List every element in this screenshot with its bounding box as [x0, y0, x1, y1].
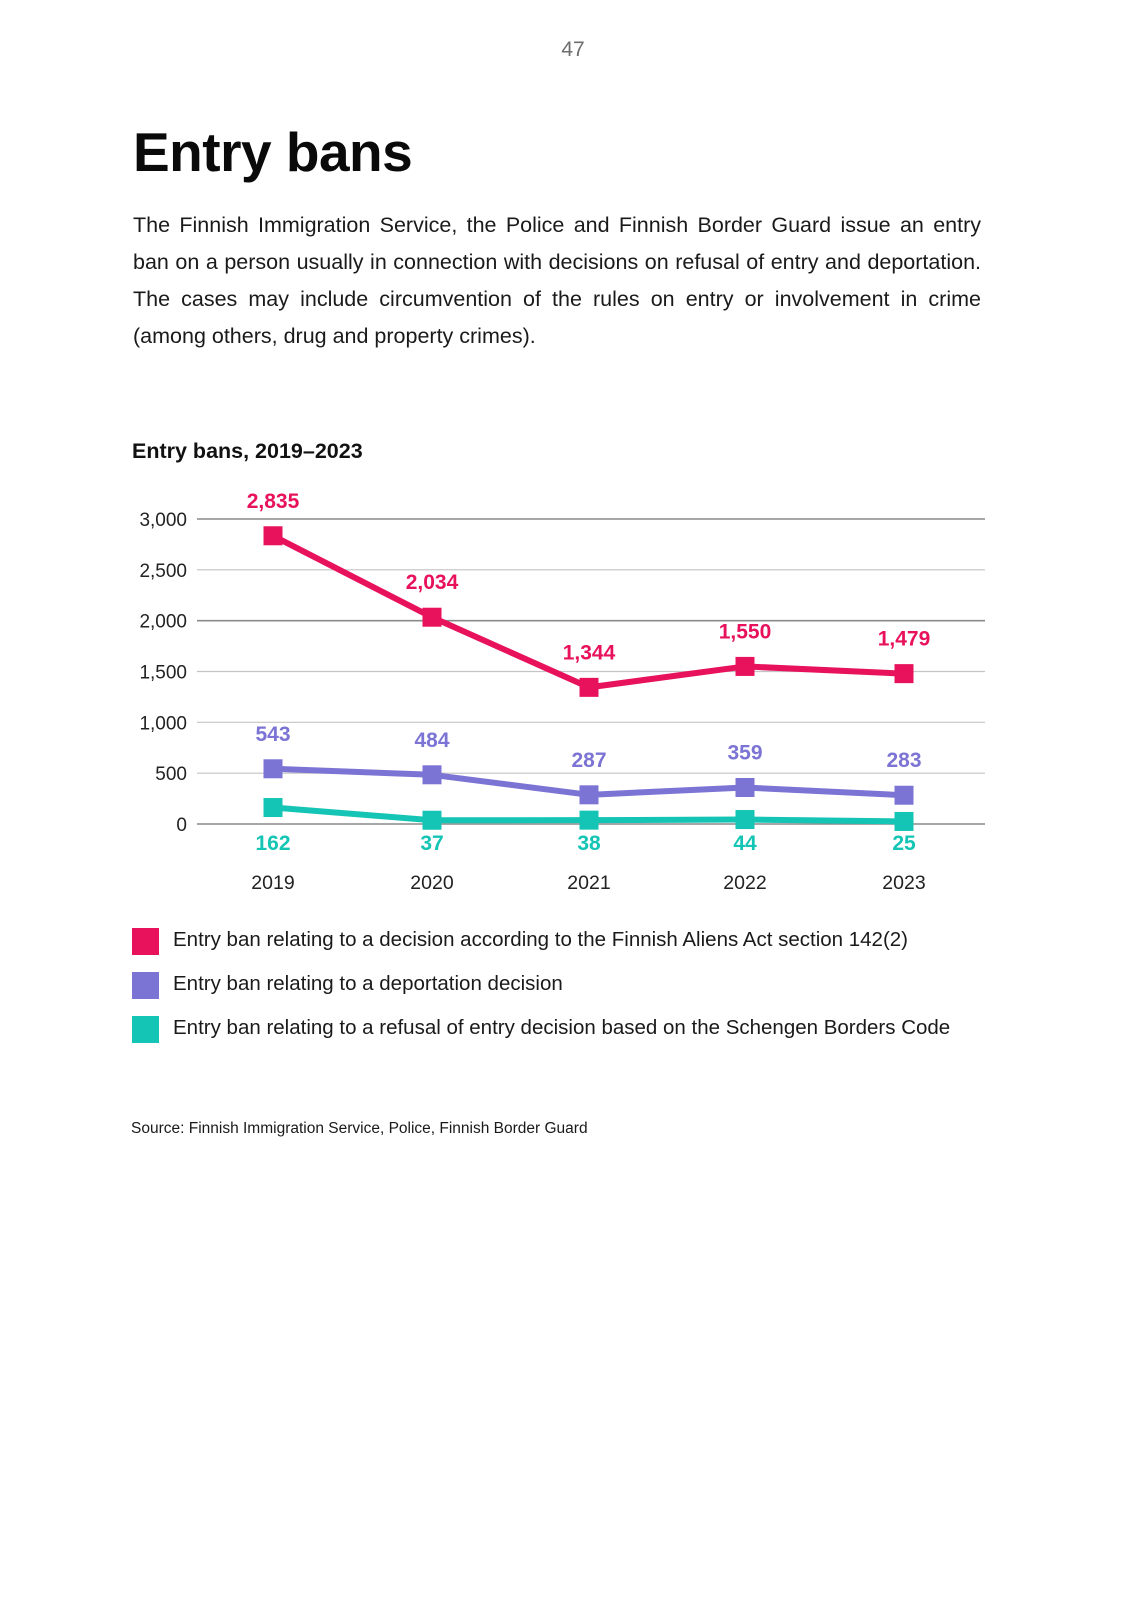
page-number: 47 — [561, 38, 585, 61]
data-point-marker — [263, 526, 283, 546]
data-point-marker — [263, 798, 283, 818]
y-tick-label: 500 — [155, 764, 187, 785]
y-tick-label: 0 — [176, 815, 187, 836]
data-label: 484 — [414, 729, 449, 752]
legend-item-deportation: Entry ban relating to a deportation deci… — [132, 969, 1012, 999]
data-point-marker — [894, 811, 914, 831]
data-point-marker — [422, 810, 442, 830]
data-label: 162 — [255, 832, 290, 855]
legend-label: Entry ban relating to a decision accordi… — [173, 928, 909, 951]
data-label: 287 — [571, 749, 606, 772]
series-line — [271, 533, 905, 691]
y-tick-label: 3,000 — [139, 510, 187, 531]
y-tick-label: 1,000 — [139, 713, 187, 734]
page-title: Entry bans — [133, 121, 413, 183]
data-point-marker — [735, 810, 755, 830]
data-label: 543 — [255, 723, 290, 746]
data-label: 25 — [892, 832, 916, 855]
data-point-marker — [263, 759, 283, 779]
data-point-marker — [579, 785, 599, 805]
data-point-marker — [579, 810, 599, 830]
legend: Entry ban relating to a decision accordi… — [132, 925, 1012, 1057]
intro-paragraph: The Finnish Immigration Service, the Pol… — [133, 213, 981, 348]
data-label: 2,835 — [247, 490, 300, 513]
legend-swatch — [132, 972, 159, 999]
x-tick-label: 2021 — [567, 872, 610, 894]
x-tick-label: 2019 — [251, 872, 294, 894]
data-label: 1,550 — [719, 620, 772, 643]
data-point-marker — [894, 664, 914, 684]
legend-item-aliens-act: Entry ban relating to a decision accordi… — [132, 925, 1012, 955]
data-point-marker — [422, 607, 442, 627]
x-tick-label: 2022 — [723, 872, 766, 894]
data-label: 283 — [886, 749, 921, 772]
data-label: 1,344 — [563, 641, 616, 664]
y-tick-label: 2,000 — [139, 612, 187, 633]
data-label: 37 — [420, 832, 443, 855]
y-tick-label: 1,500 — [139, 663, 187, 684]
data-label: 2,034 — [406, 571, 459, 594]
legend-label: Entry ban relating to a deportation deci… — [173, 972, 563, 995]
x-tick-label: 2020 — [410, 872, 454, 894]
series-group — [263, 526, 914, 831]
data-point-marker — [894, 785, 914, 805]
x-tick-label: 2023 — [882, 872, 925, 894]
legend-label: Entry ban relating to a refusal of entry… — [173, 1016, 951, 1039]
legend-swatch — [132, 928, 159, 955]
legend-swatch — [132, 1016, 159, 1043]
data-labels: 2,835 2,034 1,344 1,550 1,479 543 484 287 359 283… — [247, 490, 931, 855]
data-label: 359 — [727, 742, 762, 765]
data-point-marker — [579, 677, 599, 697]
data-label: 1,479 — [878, 628, 931, 651]
data-point-marker — [735, 656, 755, 676]
source-note: Source: Finnish Immigration Service, Pol… — [131, 1120, 588, 1137]
y-tick-label: 2,500 — [139, 561, 187, 582]
legend-item-schengen: Entry ban relating to a refusal of entry… — [132, 1013, 1012, 1043]
chart-title: Entry bans, 2019–2023 — [132, 439, 363, 463]
data-label: 44 — [733, 832, 757, 855]
data-label: 38 — [577, 832, 601, 855]
y-axis-ticks: 0 500 1,000 1,500 2,000 2,500 3,000 — [139, 510, 187, 836]
data-point-marker — [735, 778, 755, 798]
data-point-marker — [422, 765, 442, 785]
x-axis-ticks: 2019 2020 2021 2022 2023 — [251, 872, 925, 894]
